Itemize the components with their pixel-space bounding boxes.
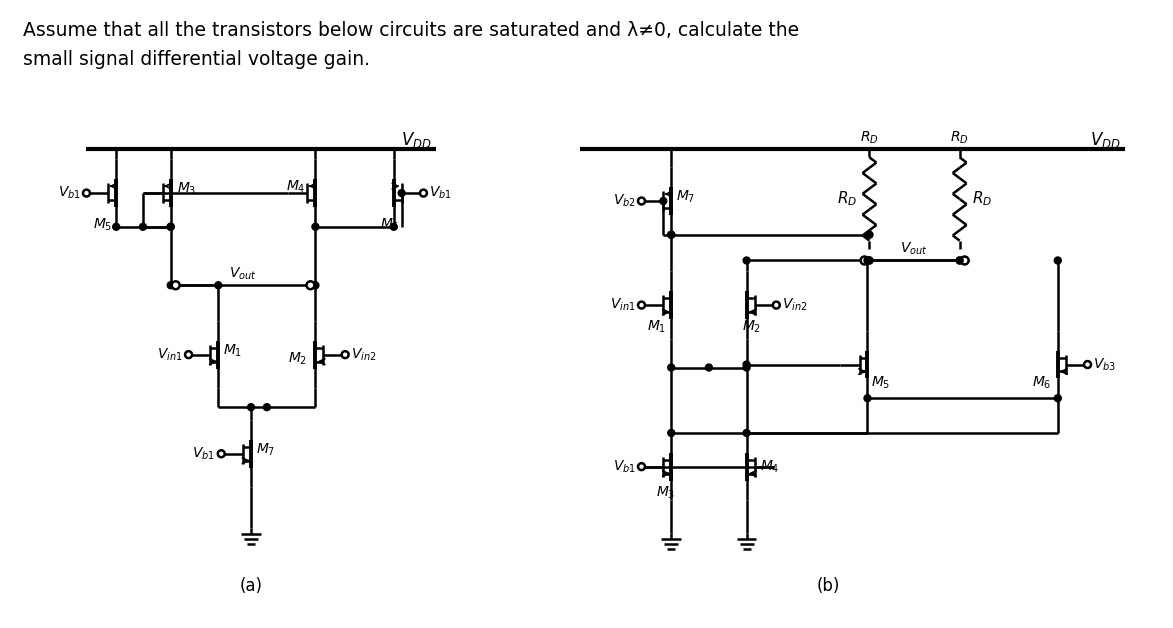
Circle shape: [865, 257, 872, 264]
Circle shape: [866, 257, 873, 264]
Circle shape: [667, 430, 674, 436]
Circle shape: [660, 198, 666, 205]
Circle shape: [113, 224, 120, 230]
Text: $V_{in1}$: $V_{in1}$: [610, 297, 636, 313]
Text: $V_{out}$: $V_{out}$: [229, 265, 257, 281]
Text: $V_{in2}$: $V_{in2}$: [351, 347, 377, 363]
Circle shape: [306, 281, 314, 290]
Circle shape: [638, 463, 645, 470]
Circle shape: [744, 257, 750, 264]
Text: $M_4$: $M_4$: [760, 458, 780, 475]
Text: $V_{b3}$: $V_{b3}$: [1093, 356, 1117, 373]
Circle shape: [667, 231, 674, 238]
Circle shape: [866, 257, 873, 264]
Circle shape: [312, 282, 319, 289]
Circle shape: [744, 361, 750, 368]
Circle shape: [638, 198, 645, 205]
Text: $V_{in2}$: $V_{in2}$: [782, 297, 808, 313]
Text: $M_7$: $M_7$: [676, 189, 696, 205]
Circle shape: [391, 224, 398, 230]
Circle shape: [866, 231, 873, 238]
Text: $M_7$: $M_7$: [256, 441, 276, 458]
Text: $R_D$: $R_D$: [971, 190, 992, 208]
Text: small signal differential voltage gain.: small signal differential voltage gain.: [23, 50, 369, 69]
Circle shape: [1055, 257, 1062, 264]
Text: $V_{b2}$: $V_{b2}$: [612, 193, 636, 209]
Text: $M_3$: $M_3$: [656, 484, 674, 501]
Circle shape: [1055, 395, 1062, 402]
Circle shape: [705, 364, 712, 371]
Circle shape: [185, 351, 192, 358]
Text: $V_{DD}$: $V_{DD}$: [1090, 129, 1120, 149]
Circle shape: [865, 395, 872, 402]
Text: $V_{DD}$: $V_{DD}$: [401, 129, 432, 149]
Text: $M_6$: $M_6$: [1032, 374, 1052, 391]
Circle shape: [638, 301, 645, 308]
Circle shape: [218, 450, 225, 457]
Text: $M_5$: $M_5$: [872, 374, 890, 391]
Text: (b): (b): [816, 577, 840, 595]
Text: $M_1$: $M_1$: [647, 318, 666, 335]
Circle shape: [312, 224, 319, 230]
Circle shape: [248, 404, 255, 411]
Circle shape: [398, 190, 405, 197]
Circle shape: [264, 404, 270, 411]
Text: $V_{b1}$: $V_{b1}$: [192, 445, 216, 462]
Circle shape: [168, 224, 174, 230]
Circle shape: [171, 281, 179, 290]
Circle shape: [961, 256, 969, 264]
Text: $M_2$: $M_2$: [741, 318, 761, 335]
Text: $R_D$: $R_D$: [950, 129, 969, 146]
Circle shape: [168, 224, 174, 230]
Text: $M_2$: $M_2$: [289, 350, 307, 367]
Circle shape: [168, 282, 174, 289]
Text: $R_D$: $R_D$: [860, 129, 879, 146]
Circle shape: [1084, 361, 1091, 368]
Circle shape: [667, 364, 674, 371]
Circle shape: [667, 231, 674, 238]
Text: $V_{in1}$: $V_{in1}$: [157, 347, 183, 363]
Circle shape: [341, 351, 348, 358]
Circle shape: [744, 364, 750, 371]
Circle shape: [140, 224, 147, 230]
Text: $M_5$: $M_5$: [93, 217, 113, 233]
Text: $V_{b1}$: $V_{b1}$: [57, 185, 81, 202]
Circle shape: [956, 257, 963, 264]
Text: $M_1$: $M_1$: [223, 342, 243, 359]
Text: $M_4$: $M_4$: [286, 179, 305, 195]
Circle shape: [215, 282, 222, 289]
Circle shape: [420, 190, 427, 197]
Text: Assume that all the transistors below circuits are saturated and λ≠0, calculate : Assume that all the transistors below ci…: [23, 21, 799, 40]
Circle shape: [744, 430, 750, 436]
Circle shape: [861, 256, 868, 264]
Text: $M_3$: $M_3$: [177, 181, 196, 197]
Circle shape: [956, 257, 963, 264]
Text: (a): (a): [239, 577, 263, 595]
Circle shape: [83, 190, 90, 197]
Text: $V_{b1}$: $V_{b1}$: [429, 185, 453, 202]
Text: $V_{out}$: $V_{out}$: [900, 241, 928, 257]
Text: $V_{b1}$: $V_{b1}$: [612, 458, 636, 475]
Text: $M_6$: $M_6$: [380, 217, 400, 233]
Text: $R_D$: $R_D$: [838, 190, 857, 208]
Circle shape: [773, 301, 780, 308]
